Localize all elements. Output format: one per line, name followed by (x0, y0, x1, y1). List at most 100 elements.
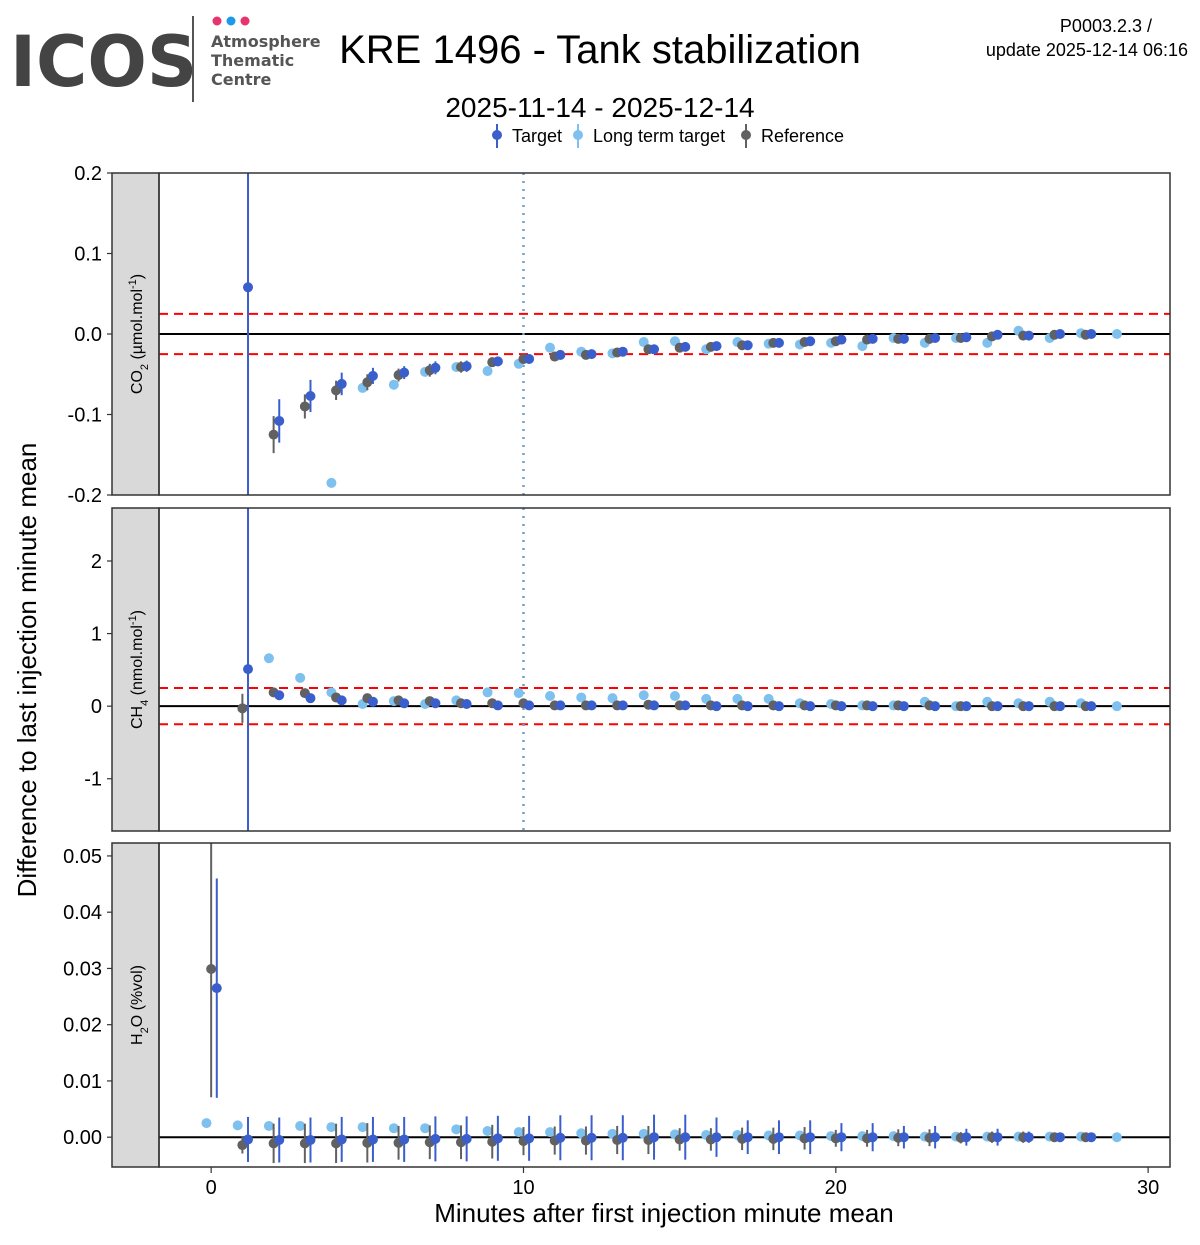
target-point (961, 1132, 972, 1143)
target-point (524, 700, 535, 711)
legend-label: Long term target (593, 126, 725, 146)
panel-background (159, 508, 1170, 831)
target-point (336, 695, 347, 706)
panel-co2: CO2 (µmol.mol-1) -0.2 -0.1 0.0 0.1 0.2 (68, 163, 1171, 507)
ltt-point (295, 672, 306, 683)
target-point (836, 701, 847, 712)
y-tick-label: 0.0 (74, 324, 102, 346)
ltt-point (669, 690, 680, 701)
y-tick-label: 1 (91, 624, 102, 646)
target-point (805, 1132, 816, 1143)
target-point (711, 701, 722, 712)
target-point (930, 701, 941, 712)
ltt-point (482, 1126, 493, 1136)
logo-dot (240, 16, 250, 26)
strip-label-part: CH (129, 706, 146, 729)
target-point (555, 700, 566, 711)
logo-text: ICOS (10, 21, 197, 103)
reference-point (299, 401, 310, 412)
target-point (773, 1132, 784, 1143)
target-point (992, 1132, 1003, 1143)
target-point (898, 333, 909, 344)
target-point (867, 333, 878, 344)
target-point (930, 1132, 941, 1143)
target-point (1086, 1132, 1097, 1143)
panel-plot-area (159, 173, 1170, 495)
panel-border (158, 172, 1171, 496)
target-point (1086, 701, 1097, 712)
legend-label: Reference (761, 126, 844, 146)
target-point (1055, 329, 1066, 339)
target-point (742, 701, 753, 712)
target-point (586, 700, 597, 711)
target-point (243, 664, 254, 675)
y-tick-label: -0.2 (68, 485, 102, 507)
target-point (305, 1135, 316, 1145)
target-point (1086, 329, 1097, 339)
target-point (805, 336, 816, 347)
panel-border (158, 507, 1171, 832)
ltt-point (576, 692, 587, 703)
panel-plot-area (159, 508, 1170, 831)
target-point (961, 332, 972, 343)
target-point (961, 701, 972, 712)
reference-point (206, 964, 217, 974)
panel-strip-label: CO2 (µmol.mol-1) (127, 274, 151, 394)
logo-sub-line: Atmosphere (211, 32, 321, 51)
ltt-point (513, 688, 524, 699)
target-point (773, 701, 784, 712)
ltt-point (545, 342, 556, 353)
chart-title: KRE 1496 - Tank stabilization (339, 28, 861, 72)
target-point (243, 1134, 254, 1145)
target-point (367, 1134, 378, 1145)
target-point (524, 353, 535, 364)
ltt-point (420, 1123, 431, 1134)
target-point (524, 1133, 535, 1144)
panel-strip (111, 842, 160, 1168)
target-point (367, 370, 378, 381)
target-point (274, 690, 285, 701)
legend-key-point (573, 130, 583, 140)
target-point (836, 334, 847, 345)
target-point (992, 701, 1003, 712)
target-point (243, 282, 254, 293)
strip-label-part: O (%vol) (129, 965, 146, 1027)
target-point (274, 415, 285, 426)
target-point (399, 1134, 410, 1145)
target-point (305, 693, 316, 704)
target-point (742, 1132, 753, 1143)
target-point (992, 329, 1003, 340)
target-point (1023, 701, 1034, 712)
y-axis-label: Difference to last injection minute mean (12, 443, 42, 898)
y-tick-label: 2 (91, 551, 102, 573)
ltt-point (451, 1124, 462, 1135)
panel-background (159, 843, 1170, 1167)
ltt-point (607, 693, 618, 704)
legend-label: Target (512, 126, 562, 146)
target-point (492, 1133, 503, 1144)
logo-dot (212, 16, 222, 26)
ltt-point (295, 1120, 306, 1131)
x-tick-label: 20 (825, 1177, 847, 1199)
ltt-point (545, 690, 556, 701)
target-point (930, 333, 941, 344)
strip-label-part: H (129, 1033, 146, 1045)
target-point (898, 1132, 909, 1143)
target-point (367, 696, 378, 707)
target-point (617, 700, 628, 711)
logo-dot (226, 16, 236, 26)
target-point (742, 340, 753, 351)
target-point (211, 983, 222, 994)
panel-strip-label: H2O (%vol) (129, 965, 151, 1045)
target-point (680, 341, 691, 352)
strip-label-part: (nmol.mol (129, 625, 146, 700)
reference-point (268, 429, 279, 440)
target-point (805, 701, 816, 712)
y-tick-label: 0.1 (74, 244, 102, 266)
legend: Target Long term target Reference (492, 124, 844, 148)
ltt-point (388, 379, 399, 390)
ltt-point (482, 366, 493, 377)
target-point (711, 1132, 722, 1143)
legend-key-point (741, 130, 751, 140)
